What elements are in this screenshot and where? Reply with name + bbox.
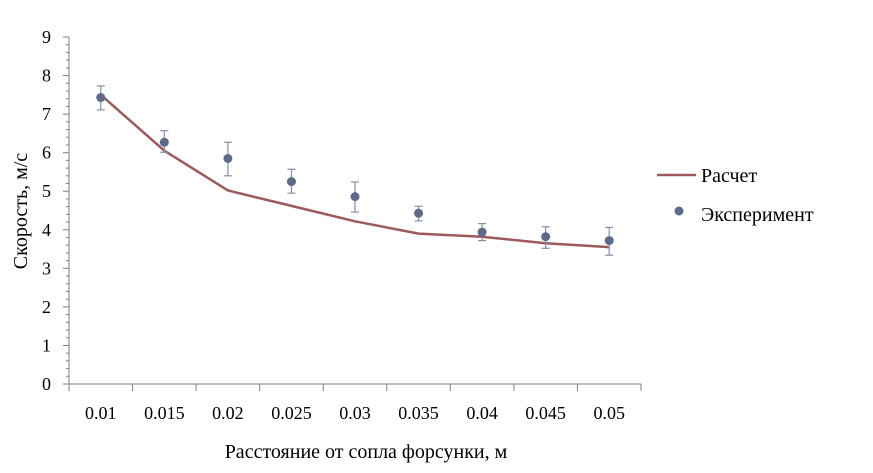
x-tick-label: 0.01 xyxy=(85,403,117,423)
experiment-point xyxy=(477,227,487,237)
x-axis-title: Расстояние от сопла форсунки, м xyxy=(225,441,508,463)
x-tick-label: 0.025 xyxy=(271,403,312,423)
x-tick-label: 0.035 xyxy=(398,403,439,423)
x-tick-label: 0.03 xyxy=(339,403,371,423)
calculation-line xyxy=(99,93,610,249)
y-tick-label: 7 xyxy=(42,104,51,124)
series-layer xyxy=(96,85,614,256)
y-tick-label: 9 xyxy=(42,27,51,47)
experiment-point xyxy=(604,236,614,246)
legend-label-calculation: Расчет xyxy=(701,165,757,187)
experiment-point xyxy=(350,192,360,202)
y-tick-label: 4 xyxy=(42,220,51,240)
x-tick-labels: 0.01 0.015 0.02 0.025 0.03 0.035 0.04 0.045 0.05 xyxy=(85,403,625,423)
y-tick-label: 0 xyxy=(42,374,51,394)
y-tick-label: 1 xyxy=(42,335,51,355)
y-tick-label: 2 xyxy=(42,297,51,317)
experiment-point xyxy=(96,93,106,103)
axes xyxy=(63,36,642,391)
x-tick-label: 0.015 xyxy=(144,403,185,423)
experiment-point xyxy=(223,153,233,163)
y-axis-title: Скорость, м/с xyxy=(10,153,32,269)
y-tick-label: 6 xyxy=(42,143,51,163)
legend-marker-swatch xyxy=(674,206,684,216)
x-tick-label: 0.02 xyxy=(212,403,244,423)
x-tick-label: 0.05 xyxy=(593,403,625,423)
legend: Расчет Эксперимент xyxy=(657,165,814,226)
x-tick-label: 0.04 xyxy=(466,403,498,423)
y-tick-label: 8 xyxy=(42,66,51,86)
experiment-point xyxy=(159,137,169,147)
legend-label-experiment: Эксперимент xyxy=(701,204,814,226)
experiment-point xyxy=(286,177,296,187)
y-tick-label: 3 xyxy=(42,258,51,278)
y-tick-labels: 0 1 2 3 4 5 6 7 8 9 xyxy=(42,27,51,394)
x-tick-label: 0.045 xyxy=(525,403,566,423)
experiment-point xyxy=(414,208,424,218)
y-tick-label: 5 xyxy=(42,181,51,201)
experiment-point xyxy=(541,232,551,242)
